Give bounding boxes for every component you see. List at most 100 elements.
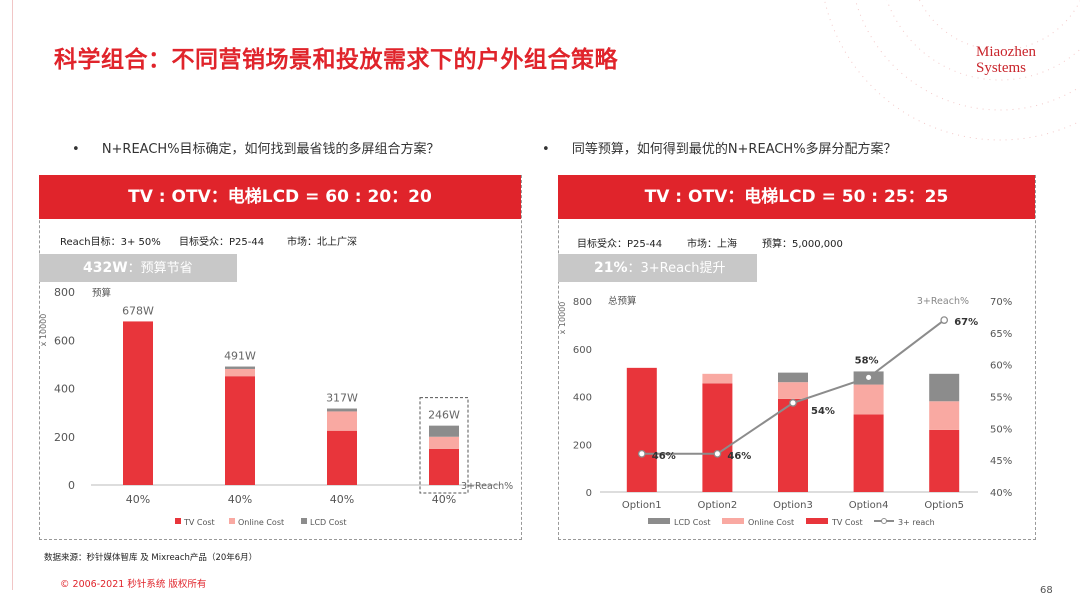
left-panel-header: TV : OTV：电梯LCD = 60 : 20：20 <box>39 175 521 219</box>
left-info-reach: Reach目标：3+ 50% <box>60 237 161 248</box>
copyright: © 2006-2021 秒针系统 版权所有 <box>60 579 207 590</box>
x-tick-label: Option4 <box>849 500 889 511</box>
legend-swatch <box>648 518 670 524</box>
bar-segment-tv-cost <box>327 430 357 485</box>
legend-label: TV Cost <box>183 518 215 527</box>
y-tick-label: 200 <box>54 431 75 444</box>
bar-segment-tv-cost <box>626 367 657 492</box>
left-budget-chart: 0 200 400 600 800 x 10000 预算 678W 40% 491W 40% 317W… <box>39 286 513 527</box>
y2-tick-label: 70% <box>990 297 1012 308</box>
y-tick-label: 0 <box>68 479 75 492</box>
bar-total-label: 317W <box>326 392 358 405</box>
reach-point <box>789 399 797 407</box>
bar-segment-online-cost <box>327 411 357 431</box>
left-badge-text: ：预算节省 <box>127 261 193 276</box>
right-reach-badge: 21%：3+Reach提升 <box>558 254 757 282</box>
legend-label: LCD Cost <box>674 518 711 527</box>
legend-swatch <box>301 518 307 524</box>
legend-swatch <box>175 518 181 524</box>
y-unit-label: x 10000 <box>39 314 48 347</box>
bar-segment-tv-cost <box>429 448 459 485</box>
bar-segment-tv-cost <box>225 376 255 485</box>
data-source: 数据来源：秒针媒体智库 及 Mixreach产品（20年6月） <box>44 553 258 563</box>
x-tick-label: Option1 <box>622 500 662 511</box>
bar-segment-online-cost <box>429 436 459 449</box>
bar-segment-lcd-cost <box>778 372 808 383</box>
legend-line-marker <box>881 518 887 524</box>
legend-label: 3+ reach <box>898 518 935 527</box>
y-tick-label: 600 <box>573 345 592 356</box>
legend-label: Online Cost <box>238 518 284 527</box>
bar-total-label: 491W <box>224 350 256 363</box>
reach-point <box>637 449 646 458</box>
right-reach-chart: 0 200 400 600 800 40% 45% 50% 55% 60% 65% 70% x 1000… <box>558 295 1012 527</box>
logo-line-2: Systems <box>976 60 1027 76</box>
reach-data-label: 67% <box>954 317 978 328</box>
reach-data-label: 54% <box>811 406 835 417</box>
right-badge-text: ：3+Reach提升 <box>627 261 726 276</box>
bar-segment-tv-cost <box>929 429 960 492</box>
y2-tick-label: 45% <box>990 456 1012 467</box>
right-info-market: 市场：上海 <box>687 239 737 250</box>
y-tick-label: 400 <box>54 383 75 396</box>
miaozhen-logo: Miaozhen Systems <box>976 44 1046 76</box>
y2-axis-title: 3+Reach% <box>917 296 969 307</box>
bar-segment-lcd-cost <box>225 366 255 369</box>
y-tick-label: 800 <box>54 286 75 299</box>
bar-total-label: 678W <box>122 304 154 317</box>
bar-segment-tv-cost <box>123 321 153 485</box>
reach-point <box>940 316 949 324</box>
bar-segment-lcd-cost <box>429 425 459 437</box>
reach-data-label: 58% <box>855 355 879 366</box>
y-tick-label: 400 <box>573 393 592 404</box>
legend-label: LCD Cost <box>310 518 347 527</box>
y2-tick-label: 60% <box>990 361 1012 372</box>
y-tick-label: 800 <box>573 297 592 308</box>
bar-segment-tv-cost <box>778 398 808 492</box>
left-info-audience: 目标受众：P25-44 <box>179 237 265 248</box>
highlight-box <box>419 397 469 494</box>
y-unit-label: x 10000 <box>558 302 567 335</box>
y-tick-label: 600 <box>54 334 75 347</box>
bar-segment-lcd-cost <box>929 373 960 402</box>
x-tick-label: Option3 <box>773 500 813 511</box>
y2-tick-label: 65% <box>990 329 1012 340</box>
y-tick-label: 0 <box>586 488 592 499</box>
right-info-budget: 预算：5,000,000 <box>762 239 843 250</box>
reach-point <box>713 449 722 458</box>
right-info-audience: 目标受众：P25-44 <box>577 239 663 250</box>
left-info-market: 市场：北上广深 <box>287 237 357 248</box>
left-savings-badge: 432W：预算节省 <box>39 254 237 282</box>
y2-tick-label: 55% <box>990 393 1012 404</box>
bar-segment-online-cost <box>853 384 884 415</box>
y-axis-title: 总预算 <box>608 295 637 307</box>
bar-segment-tv-cost <box>853 414 884 492</box>
left-bullet: • N+REACH%目标确定，如何找到最省钱的多屏组合方案？ <box>72 138 440 157</box>
bar-total-label: 246W <box>428 409 460 422</box>
logo-line-1: Miaozhen <box>976 44 1036 60</box>
legend-label: Online Cost <box>748 518 794 527</box>
page-number: 68 <box>1040 585 1053 596</box>
y-axis-title: 预算 <box>92 287 111 299</box>
bar-segment-online-cost <box>778 382 808 399</box>
x-tick-label: 40% <box>330 493 354 506</box>
bar-segment-online-cost <box>929 401 960 430</box>
legend-swatch <box>229 518 235 524</box>
right-bullet: • 同等预算，如何得到最优的N+REACH%多屏分配方案？ <box>542 138 897 157</box>
legend-swatch <box>806 518 828 524</box>
legend-label: TV Cost <box>831 518 863 527</box>
y2-tick-label: 40% <box>990 488 1012 499</box>
x-tick-label: Option5 <box>924 500 964 511</box>
x-tick-label: Option2 <box>698 500 738 511</box>
bar-segment-online-cost <box>702 373 733 384</box>
page-title: 科学组合：不同营销场景和投放需求下的户外组合策略 <box>54 47 618 73</box>
left-badge-value: 432W <box>83 260 128 276</box>
y2-tick-label: 50% <box>990 424 1012 435</box>
reach-point <box>864 373 873 382</box>
x-axis-note: 3+Reach% <box>461 481 513 492</box>
x-tick-label: 40% <box>228 493 252 506</box>
left-bullet-text: N+REACH%目标确定，如何找到最省钱的多屏组合方案？ <box>101 142 440 157</box>
decorative-dotted-arcs <box>823 0 1080 141</box>
bar-segment-lcd-cost <box>327 408 357 412</box>
legend-swatch <box>722 518 744 524</box>
